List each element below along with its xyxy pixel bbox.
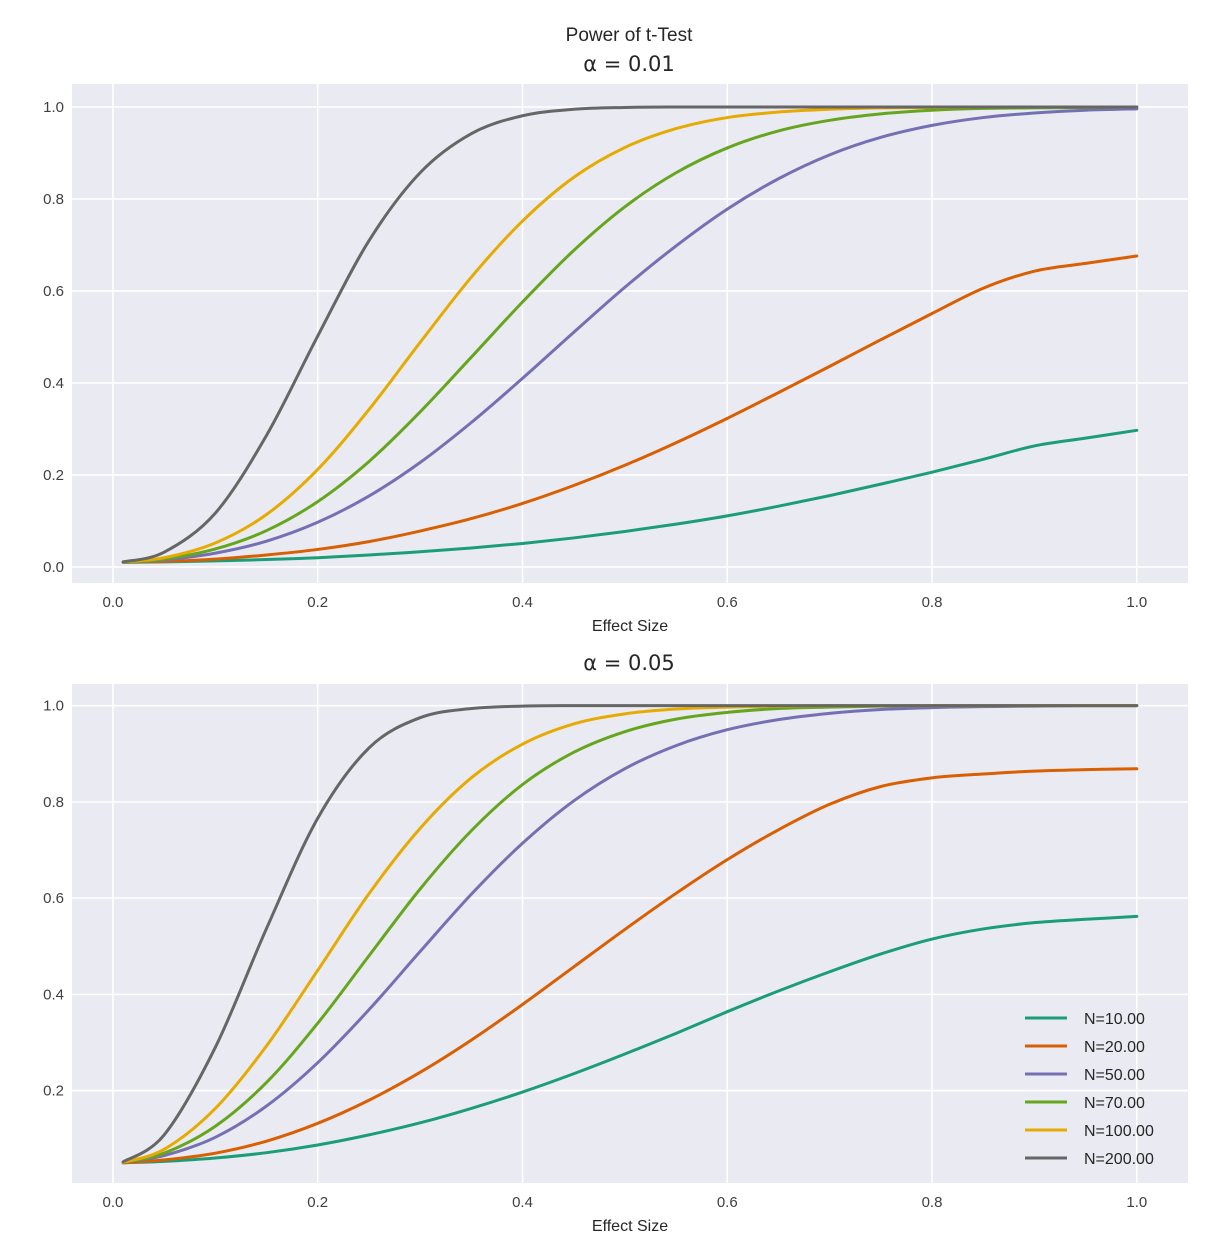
x-tick-label: 1.0	[1126, 1194, 1147, 1211]
x-tick-label: 0.8	[922, 1194, 943, 1211]
series-line-20	[121, 254, 1139, 564]
x-tick-labels: 0.0 0.2 0.4 0.6 0.8 1.0	[103, 1194, 1148, 1211]
series-line-70	[121, 105, 1139, 564]
y-tick-label: 0.8	[43, 794, 64, 811]
x-tick-label: 0.6	[717, 1194, 738, 1211]
legend-item: N=100.00	[1025, 1123, 1154, 1140]
y-tick-labels: 0.0 0.2 0.4 0.6 0.8 1.0	[43, 99, 64, 576]
series-line-200	[121, 704, 1139, 1164]
y-tick-label: 0.4	[43, 986, 64, 1003]
gridlines	[72, 684, 1188, 1183]
x-axis-label: Effect Size	[592, 1218, 668, 1235]
y-tick-label: 0.8	[43, 191, 64, 208]
series-line-10	[121, 428, 1139, 564]
figure-suptitle: Power of t-Test	[566, 25, 693, 46]
x-tick-label: 0.0	[103, 1194, 124, 1211]
x-axis-label: Effect Size	[592, 618, 668, 635]
legend-item: N=50.00	[1025, 1067, 1145, 1084]
y-tick-label: 0.4	[43, 375, 64, 392]
legend-item: N=20.00	[1025, 1039, 1145, 1056]
series-line-200	[121, 105, 1139, 564]
series-line-10	[121, 914, 1139, 1165]
legend-item: N=70.00	[1025, 1095, 1145, 1112]
y-tick-label: 1.0	[43, 99, 64, 116]
legend-label: N=50.00	[1084, 1067, 1145, 1084]
series-lines	[121, 105, 1139, 564]
y-tick-label: 0.2	[43, 1083, 64, 1100]
x-tick-label: 1.0	[1126, 594, 1147, 611]
series-line-20	[121, 767, 1139, 1165]
y-tick-label: 0.6	[43, 890, 64, 907]
y-tick-label: 1.0	[43, 698, 64, 715]
x-tick-label: 0.8	[922, 594, 943, 611]
legend-item: N=10.00	[1025, 1011, 1145, 1028]
legend-label: N=100.00	[1084, 1123, 1154, 1140]
panel-title: α = 0.01	[583, 52, 675, 76]
legend: N=10.00 N=20.00 N=50.00 N=70.00 N=100.00 N=20…	[1025, 1011, 1154, 1168]
legend-label: N=20.00	[1084, 1039, 1145, 1056]
panel-alpha-005: α = 0.05 0.0 0.2 0.4 0.6 0.8 1.0 0.2 0.4 0.6 0.8…	[43, 651, 1188, 1235]
y-tick-labels: 0.2 0.4 0.6 0.8 1.0	[43, 698, 64, 1100]
series-lines	[121, 704, 1139, 1165]
panel-alpha-001: α = 0.01 0.0 0.2 0.4 0.6 0.8 1.0 0.0 0.2 0.4 0.6…	[43, 52, 1188, 635]
x-tick-label: 0.2	[307, 1194, 328, 1211]
y-tick-label: 0.2	[43, 467, 64, 484]
x-tick-label: 0.2	[307, 594, 328, 611]
panel-title: α = 0.05	[583, 651, 675, 675]
legend-item: N=200.00	[1025, 1151, 1154, 1168]
legend-label: N=200.00	[1084, 1151, 1154, 1168]
legend-label: N=10.00	[1084, 1011, 1145, 1028]
x-tick-label: 0.0	[103, 594, 124, 611]
x-tick-label: 0.6	[717, 594, 738, 611]
x-tick-label: 0.4	[512, 594, 533, 611]
axes-background	[72, 84, 1188, 583]
x-tick-label: 0.4	[512, 1194, 533, 1211]
x-tick-labels: 0.0 0.2 0.4 0.6 0.8 1.0	[103, 594, 1148, 611]
gridlines	[72, 84, 1188, 583]
series-line-50	[121, 107, 1139, 564]
legend-label: N=70.00	[1084, 1095, 1145, 1112]
y-tick-label: 0.6	[43, 283, 64, 300]
y-tick-label: 0.0	[43, 559, 64, 576]
